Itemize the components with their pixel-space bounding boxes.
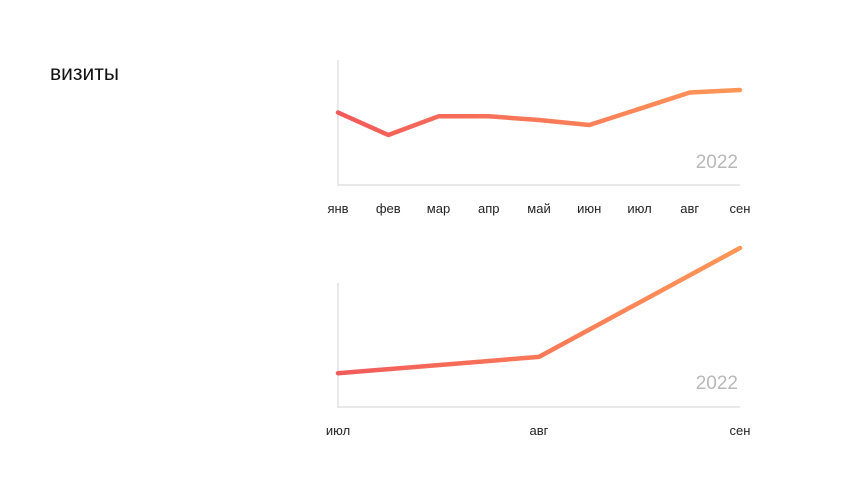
axis-lines <box>337 283 740 408</box>
series-line <box>335 87 743 138</box>
axis-lines <box>337 60 740 186</box>
x-tick-label: май <box>527 201 550 216</box>
x-tick-label: июл <box>627 201 651 216</box>
x-tick-label: мар <box>427 201 450 216</box>
chart-2022-months: 2022 янв фев мар апр май июн июл авг сен <box>327 60 750 216</box>
x-tick-label: июл <box>326 423 350 438</box>
x-tick-labels: июл авг сен <box>326 423 751 438</box>
x-tick-label: авг <box>680 201 699 216</box>
x-tick-label: фев <box>376 201 401 216</box>
x-tick-label: сен <box>730 423 751 438</box>
x-tick-label: авг <box>530 423 549 438</box>
year-label: 2022 <box>696 152 738 173</box>
x-tick-label: апр <box>478 201 500 216</box>
x-tick-label: июн <box>577 201 601 216</box>
year-label: 2022 <box>696 373 738 394</box>
x-tick-labels: янв фев мар апр май июн июл авг сен <box>327 201 750 216</box>
series-line <box>335 245 743 376</box>
x-tick-label: сен <box>730 201 751 216</box>
x-tick-label: янв <box>327 201 348 216</box>
page-title: визиты <box>50 62 119 85</box>
